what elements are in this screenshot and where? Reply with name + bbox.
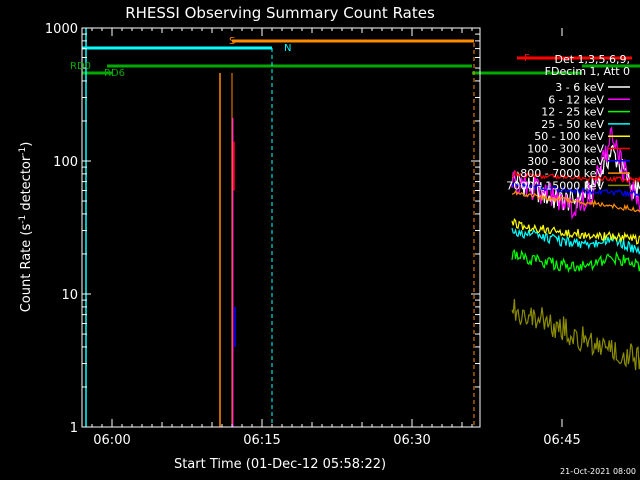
series-line	[511, 126, 640, 220]
series-line	[511, 144, 640, 211]
y-label-sup1: -1	[18, 215, 28, 224]
annotation-n: N	[284, 43, 291, 54]
legend-entry-label: 6 - 12 keV	[548, 93, 604, 106]
y-tick-label: 10	[61, 288, 78, 303]
y-label-sup2: -1	[18, 147, 28, 156]
legend-entry-label: 7000 - 15000 keV	[506, 179, 604, 192]
y-tick-label: 1	[70, 421, 78, 436]
y-tick-label: 1000	[45, 22, 78, 37]
legend-entry-label: 25 - 50 keV	[541, 118, 604, 131]
legend-entry-label: 800 - 7000 keV	[520, 167, 604, 180]
series-line	[511, 170, 640, 185]
series-line	[511, 189, 640, 213]
x-tick-label: 06:45	[543, 433, 580, 448]
x-tick-label: 06:30	[393, 433, 430, 448]
legend-entry-label: 12 - 25 keV	[541, 106, 604, 119]
mode-band-bars	[82, 39, 640, 75]
footer-timestamp: 21-Oct-2021 08:00	[560, 467, 636, 476]
y-tick-label: 100	[53, 155, 78, 170]
mode-vertical-lines	[85, 28, 475, 427]
x-axis-label: Start Time (01-Dec-12 05:58:22)	[174, 457, 386, 472]
legend-header-line: Det 1,3,5,6,9,	[554, 53, 630, 66]
legend-header-line: FDecim 1, Att 0	[545, 65, 630, 78]
series-line	[511, 218, 640, 245]
mode-annotations: S N F RD0 RD6	[70, 36, 530, 79]
series-line	[511, 182, 640, 198]
plot-frame	[81, 27, 481, 428]
y-axis-label: Count Rate (s-1 detector-1)	[18, 142, 34, 313]
annotation-rd6: RD6	[104, 68, 125, 79]
y-axis: 1 10 100 1000	[45, 22, 480, 436]
annotation-rd0: RD0	[70, 61, 91, 72]
y-label-mid: detector	[19, 155, 34, 215]
series-line	[511, 249, 640, 274]
annotation-s: S	[229, 36, 235, 47]
series-line	[511, 298, 640, 371]
x-tick-label: 06:00	[93, 433, 130, 448]
spike-layer	[232, 118, 236, 427]
series-line	[511, 227, 640, 256]
y-label-end: )	[19, 142, 34, 147]
series-layer	[511, 126, 640, 371]
chart-title: RHESSI Observing Summary Count Rates	[125, 4, 435, 22]
annotation-f: F	[524, 53, 530, 64]
y-label-main: Count Rate (s	[19, 224, 34, 313]
legend-entry-label: 100 - 300 keV	[527, 143, 604, 156]
legend-entry-label: 300 - 800 keV	[527, 155, 604, 168]
legend-entry-label: 3 - 6 keV	[555, 81, 604, 94]
legend: Det 1,3,5,6,9,FDecim 1, Att 0 3 - 6 keV6 …	[506, 53, 630, 192]
legend-entry-label: 50 - 100 keV	[534, 130, 604, 143]
x-tick-label: 06:15	[243, 433, 280, 448]
